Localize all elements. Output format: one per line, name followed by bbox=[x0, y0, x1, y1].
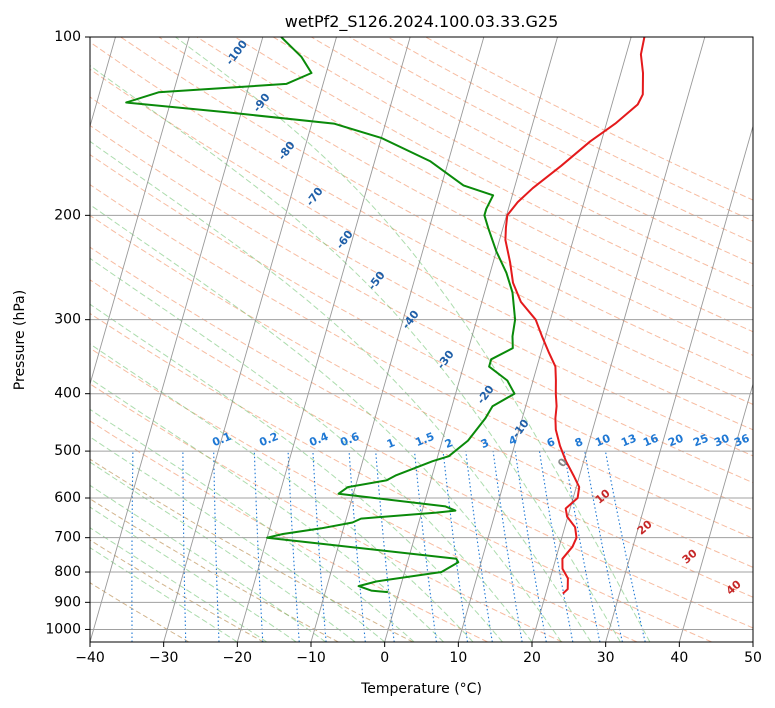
mixing-ratio-label: 20 bbox=[666, 432, 685, 450]
isotherm-line bbox=[457, 37, 632, 642]
mixing-ratio-label: 25 bbox=[691, 432, 710, 450]
mixing-ratio-label: 10 bbox=[593, 432, 612, 450]
y-tick-label: 300 bbox=[54, 312, 81, 328]
x-tick-label: −30 bbox=[149, 650, 179, 666]
x-axis-ticks: −40 −30 −20 −10 0 10 20 30 40 50 bbox=[75, 642, 762, 666]
moist-adiabat bbox=[90, 140, 592, 642]
x-tick-label: −40 bbox=[75, 650, 105, 666]
mixing-ratio-line bbox=[375, 451, 395, 642]
y-tick-label: 400 bbox=[54, 386, 81, 402]
mixing-ratio-line bbox=[465, 451, 493, 642]
y-tick-label: 100 bbox=[54, 29, 81, 45]
dry-adiabat bbox=[90, 68, 753, 431]
y-tick-label: 500 bbox=[54, 443, 81, 459]
y-tick-label: 900 bbox=[54, 594, 81, 610]
x-tick-label: −20 bbox=[223, 650, 253, 666]
x-tick-label: −10 bbox=[296, 650, 326, 666]
moist-adiabat bbox=[90, 343, 474, 642]
dry-adiabat bbox=[158, 37, 753, 356]
x-tick-label: 10 bbox=[449, 650, 467, 666]
dry-adiabat bbox=[90, 312, 712, 642]
mixing-ratio-label: 13 bbox=[619, 432, 638, 450]
isotherm-line bbox=[531, 37, 706, 642]
mixing-ratio-line bbox=[492, 451, 523, 642]
moist-adiabat bbox=[90, 484, 326, 642]
mixing-ratio-label: 3 bbox=[479, 436, 491, 451]
mixing-ratio-label: 36 bbox=[732, 432, 751, 450]
isotherm-line bbox=[90, 37, 264, 642]
y-tick-label: 200 bbox=[54, 207, 81, 223]
dry-adiabat bbox=[90, 41, 753, 405]
moist-adiabat bbox=[90, 257, 533, 642]
dry-adiabat bbox=[90, 154, 753, 511]
isotherm-line bbox=[605, 124, 753, 642]
y-tick-label: 1000 bbox=[45, 621, 81, 637]
mixing-ratio-label: 16 bbox=[641, 432, 660, 450]
x-tick-label: 30 bbox=[597, 650, 615, 666]
temperature-line bbox=[504, 37, 646, 595]
moist-adiabat bbox=[90, 436, 386, 642]
sounding-series bbox=[125, 37, 646, 595]
x-axis-label: Temperature (°C) bbox=[360, 681, 482, 697]
isotherm-line bbox=[384, 37, 558, 642]
dry-adiabat bbox=[90, 124, 753, 484]
mixing-ratio-label: 1 bbox=[385, 436, 397, 451]
dry-adiabat bbox=[234, 37, 753, 310]
x-tick-label: 40 bbox=[670, 650, 688, 666]
y-tick-label: 800 bbox=[54, 564, 81, 580]
plot-frame bbox=[89, 36, 754, 643]
mixing-ratio-label: 30 bbox=[712, 432, 731, 450]
y-tick-label: 600 bbox=[54, 490, 81, 506]
moist-adiabat bbox=[90, 461, 356, 642]
isotherm-line bbox=[163, 37, 337, 642]
x-tick-label: 20 bbox=[523, 650, 541, 666]
mixing-ratio-label: 2 bbox=[443, 436, 455, 451]
y-axis-label: Pressure (hPa) bbox=[12, 290, 28, 390]
dry-adiabat bbox=[90, 279, 753, 629]
isotherms bbox=[90, 37, 753, 642]
x-tick-label: 0 bbox=[380, 650, 389, 666]
moist-adiabat bbox=[90, 408, 415, 642]
mixing-ratio-line bbox=[413, 451, 437, 642]
dry-adiabat bbox=[90, 420, 488, 642]
dry-adiabat bbox=[90, 246, 753, 598]
dewpoint-line bbox=[125, 37, 517, 594]
moist-adiabat bbox=[175, 37, 651, 642]
dry-adiabat bbox=[90, 184, 753, 539]
mixing-ratio-line bbox=[584, 451, 623, 642]
dry-adiabat bbox=[120, 37, 753, 381]
dry-adiabat-curve bbox=[90, 498, 339, 642]
moist-adiabat bbox=[90, 204, 562, 642]
x-tick-label: 50 bbox=[744, 650, 762, 666]
moist-adiabat bbox=[90, 378, 444, 642]
dry-adiabat-curve bbox=[90, 582, 190, 642]
mixing-ratio-line bbox=[442, 451, 469, 642]
mixing-ratio-line bbox=[563, 451, 601, 642]
isotherm-line bbox=[310, 37, 485, 642]
mixing-ratio-label: 8 bbox=[573, 435, 585, 450]
chart-title: wetPf2_S126.2024.100.03.33.G25 bbox=[285, 12, 559, 32]
y-tick-label: 700 bbox=[54, 530, 81, 546]
dry-adiabat bbox=[90, 347, 638, 642]
isotherm-line bbox=[678, 382, 753, 642]
dry-adiabats bbox=[90, 37, 753, 642]
isotherm-line bbox=[90, 37, 190, 386]
pressure-gridlines bbox=[90, 37, 753, 630]
moist-adiabat bbox=[90, 64, 621, 642]
y-axis-ticks: 100 200 300 400 500 600 700 800 900 1000 bbox=[45, 29, 90, 637]
